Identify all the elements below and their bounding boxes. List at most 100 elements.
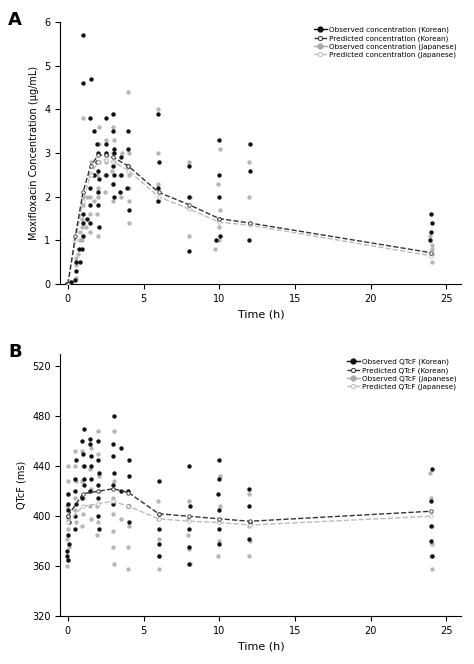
Point — [87, 451, 95, 461]
Point — [65, 539, 73, 549]
Point — [245, 191, 253, 202]
Point — [64, 554, 72, 565]
Point — [110, 157, 118, 167]
Point — [103, 169, 110, 180]
Point — [428, 539, 436, 549]
Point — [109, 542, 117, 553]
Point — [64, 279, 71, 290]
Point — [91, 126, 98, 137]
Y-axis label: Moxifloxacin Concentration (μg/mL): Moxifloxacin Concentration (μg/mL) — [29, 66, 39, 240]
Point — [125, 169, 132, 180]
Point — [155, 147, 162, 158]
Point — [109, 108, 117, 119]
Point — [186, 191, 193, 202]
Point — [185, 157, 192, 167]
Point — [95, 523, 102, 534]
Point — [80, 218, 87, 228]
Point — [185, 461, 192, 471]
Point — [93, 157, 101, 167]
Point — [428, 248, 436, 259]
Point — [67, 277, 75, 288]
Point — [76, 257, 84, 268]
Point — [427, 235, 434, 246]
Point — [155, 108, 162, 119]
Point — [71, 446, 79, 457]
Point — [155, 509, 163, 519]
Point — [64, 279, 71, 290]
Point — [83, 213, 91, 224]
Point — [216, 471, 223, 481]
Text: A: A — [8, 11, 22, 29]
Point — [87, 434, 94, 444]
Point — [216, 455, 223, 465]
Legend: Observed concentration (Korean), Predicted concentration (Korean), Observed conc: Observed concentration (Korean), Predict… — [312, 25, 458, 60]
Point — [87, 157, 95, 167]
Point — [95, 471, 102, 481]
Point — [109, 492, 116, 503]
Point — [185, 246, 193, 257]
Point — [64, 489, 72, 499]
Point — [80, 492, 87, 503]
Point — [185, 191, 193, 202]
Point — [93, 169, 101, 180]
Point — [86, 438, 94, 449]
Point — [155, 104, 162, 115]
Point — [215, 551, 222, 562]
Point — [216, 501, 223, 511]
Point — [125, 501, 133, 511]
Point — [64, 279, 72, 290]
Point — [72, 259, 79, 270]
Point — [65, 542, 73, 553]
Point — [124, 86, 131, 97]
Point — [86, 113, 93, 124]
Point — [94, 139, 101, 149]
Point — [110, 135, 118, 145]
Point — [64, 489, 72, 499]
Point — [155, 476, 163, 487]
Point — [212, 235, 220, 246]
Point — [64, 551, 71, 562]
Point — [79, 191, 87, 202]
Point — [80, 473, 88, 484]
Point — [246, 489, 253, 499]
Point — [185, 231, 192, 242]
Point — [72, 505, 79, 515]
Point — [428, 218, 436, 228]
Point — [87, 513, 95, 524]
Point — [94, 165, 101, 176]
Point — [125, 471, 133, 481]
Point — [124, 126, 132, 137]
Point — [76, 226, 83, 237]
Point — [117, 169, 124, 180]
Point — [82, 222, 90, 232]
Point — [125, 455, 133, 465]
Point — [94, 231, 102, 242]
Point — [65, 517, 73, 528]
Point — [95, 455, 102, 465]
Point — [185, 543, 193, 554]
Point — [427, 209, 435, 220]
Point — [101, 169, 109, 180]
Point — [102, 157, 110, 167]
Point — [109, 147, 117, 158]
Point — [118, 442, 125, 453]
X-axis label: Time (h): Time (h) — [237, 641, 284, 651]
Point — [64, 279, 71, 290]
Point — [86, 200, 93, 210]
Point — [102, 139, 109, 149]
Point — [91, 169, 98, 180]
Point — [109, 479, 117, 490]
Point — [216, 517, 223, 528]
Point — [95, 426, 102, 437]
Point — [78, 521, 86, 532]
Point — [245, 235, 253, 246]
X-axis label: Time (h): Time (h) — [237, 309, 284, 319]
Point — [94, 191, 102, 202]
Point — [155, 533, 163, 544]
Point — [72, 517, 80, 528]
Point — [155, 183, 162, 193]
Point — [125, 183, 133, 193]
Point — [64, 513, 72, 524]
Point — [186, 523, 193, 534]
Point — [94, 492, 101, 503]
